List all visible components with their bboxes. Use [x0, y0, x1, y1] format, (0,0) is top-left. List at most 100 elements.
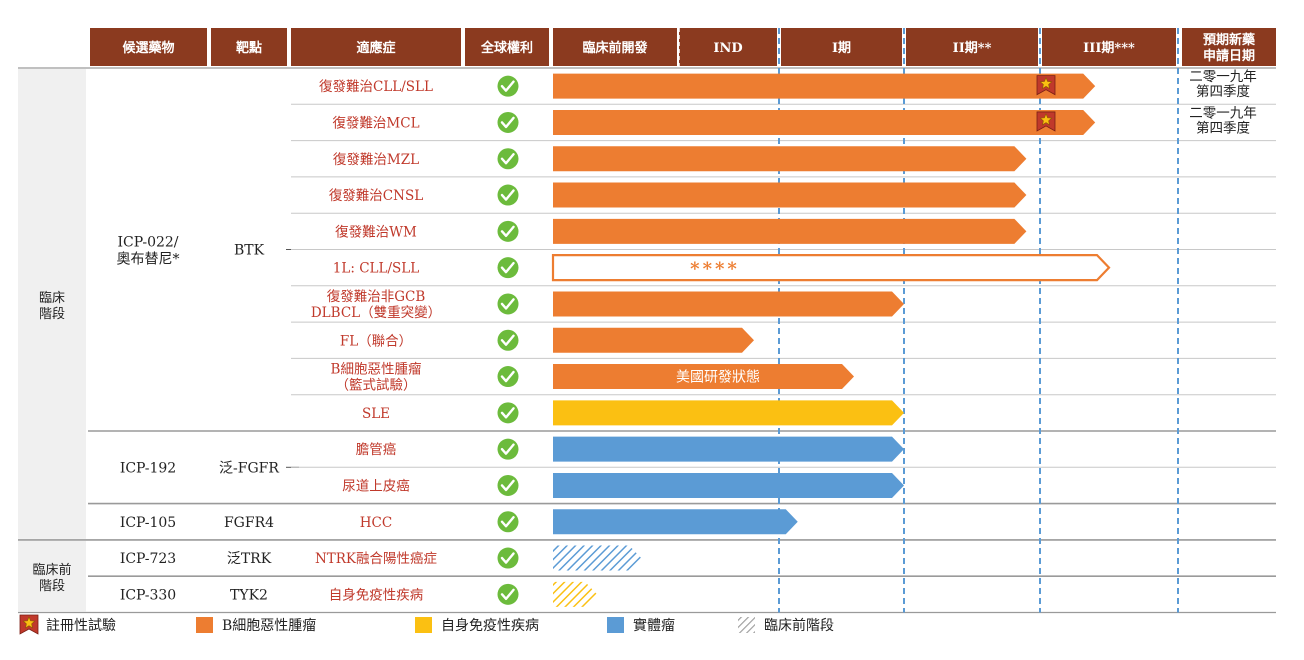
legend-registrational-icon	[19, 614, 39, 635]
bar-7	[553, 327, 754, 353]
rights-check-circle-9	[497, 402, 519, 424]
rights-check-mark-3	[500, 189, 515, 201]
rights-check-mark-6	[500, 298, 515, 310]
rights-check-13	[497, 547, 519, 569]
header-phase-ind-bg	[679, 28, 777, 66]
bar-label-8: 美國研發狀態	[676, 370, 760, 386]
bar-6	[553, 291, 904, 317]
header-phase-2-bg	[906, 28, 1038, 66]
rights-check-circle-4	[497, 220, 519, 242]
rights-check-circle-11	[497, 474, 519, 496]
indication-3: 復發難治CNSL	[329, 187, 423, 204]
rights-check-circle-10	[497, 438, 519, 460]
bar-11	[553, 472, 904, 498]
nda-date-0: 二零一九年第四季度	[1189, 69, 1257, 100]
legend-registrational-label: 註冊性試驗	[46, 618, 116, 634]
drug-name-4: ICP-330	[120, 587, 176, 603]
header-phase-preclinical: 臨床前開發	[582, 40, 647, 56]
registrational-badge-1-star	[1039, 113, 1053, 126]
drug-name-1: ICP-192	[120, 460, 176, 476]
rights-check-mark-1	[500, 116, 515, 129]
bar-4	[553, 218, 1027, 244]
stage-label-1: 臨床前階段	[32, 562, 71, 594]
legend-preclinical-swatch	[738, 617, 755, 633]
rights-check-10	[497, 438, 519, 460]
rights-check-mark-7	[500, 334, 515, 346]
drug-name-2: ICP-105	[120, 515, 176, 531]
legend-registrational-icon-star	[22, 616, 36, 629]
indication-6: 復發難治非GCB DLBCL（雙重突變）	[311, 288, 441, 321]
drug-target-4: TYK2	[230, 587, 268, 603]
rights-check-4	[497, 220, 519, 242]
rights-check-1	[497, 111, 519, 133]
rights-check-circle-3	[497, 184, 519, 206]
legend-solid_tumor-label: 實體瘤	[633, 617, 675, 634]
rights-check-circle-14	[497, 583, 519, 605]
indication-11: 尿道上皮癌	[342, 478, 410, 494]
rights-check-mark-0	[500, 80, 515, 92]
indication-0: 復發難治CLL/SLL	[319, 78, 433, 95]
stage-panel-1	[18, 540, 86, 612]
rights-check-mark-10	[500, 443, 515, 455]
rights-check-circle-13	[497, 547, 519, 569]
stage-panel-0	[18, 69, 86, 539]
bar-14	[553, 581, 598, 607]
rights-check-3	[497, 184, 519, 206]
indication-2: 復發難治MZL	[333, 151, 419, 168]
indication-7: FL（聯合）	[340, 333, 412, 349]
indication-4: 復發難治WM	[335, 223, 417, 240]
header-nda-bg	[1182, 28, 1276, 66]
header-indication: 適應症	[356, 40, 395, 56]
bar-3	[553, 182, 1027, 208]
rights-check-circle-12	[497, 511, 519, 533]
header-global-rights: 全球權利	[480, 40, 533, 56]
header-target-bg	[211, 28, 287, 66]
rights-check-mark-4	[500, 225, 515, 238]
indication-14: 自身免疫性疾病	[329, 587, 424, 603]
bar-0	[553, 73, 1096, 99]
rights-check-6	[497, 293, 519, 315]
nda-date-1: 二零一九年第四季度	[1189, 105, 1257, 136]
rights-check-circle-6	[497, 293, 519, 315]
header-nda: 預期新藥申請日期	[1203, 32, 1256, 64]
rights-check-circle-5	[497, 257, 519, 279]
rights-check-circle-8	[497, 366, 519, 388]
header-candidate: 候選藥物	[122, 40, 174, 56]
rights-check-0	[497, 75, 519, 97]
header-phase-3: III期***	[1083, 41, 1135, 56]
bar-10	[553, 436, 904, 462]
indication-1: 復發難治MCL	[332, 114, 419, 131]
drug-target-3: 泛TRK	[227, 551, 272, 567]
header-phase-1-bg	[781, 28, 902, 66]
rights-check-9	[497, 402, 519, 424]
header-phase-3-bg	[1042, 28, 1176, 66]
registrational-badge-0	[1036, 75, 1056, 96]
legend-solid_tumor-swatch	[607, 617, 624, 633]
indication-10: 膽管癌	[356, 441, 397, 458]
rights-check-11	[497, 474, 519, 496]
bar-5	[551, 254, 1111, 282]
rights-check-8	[497, 366, 519, 388]
bar-8	[553, 364, 854, 390]
rights-check-mark-14	[500, 588, 515, 601]
rights-check-circle-2	[497, 148, 519, 170]
bar-13	[553, 545, 642, 571]
drug-name-3: ICP-723	[120, 551, 176, 567]
rights-check-mark-8	[500, 370, 515, 383]
header-phase-preclinical-bg	[553, 28, 677, 66]
indication-8: B細胞惡性腫瘤（籃式試驗）	[331, 361, 422, 394]
header-phase-1: I期	[832, 41, 851, 56]
rights-check-5	[497, 257, 519, 279]
header-phase-2: II期**	[953, 41, 992, 56]
drug-name-0: ICP-022/奧布替尼*	[117, 235, 180, 268]
legend-preclinical-label: 臨床前階段	[764, 617, 834, 634]
indication-5: 1L: CLL/SLL	[333, 261, 419, 277]
drug-target-0: BTK	[234, 243, 265, 259]
indication-12: HCC	[360, 515, 392, 531]
header-candidate-bg	[90, 28, 207, 66]
indication-9: SLE	[362, 406, 390, 422]
legend-b_cell-swatch	[196, 617, 213, 633]
bar-9	[553, 400, 904, 426]
header-phase-ind: IND	[713, 41, 742, 56]
